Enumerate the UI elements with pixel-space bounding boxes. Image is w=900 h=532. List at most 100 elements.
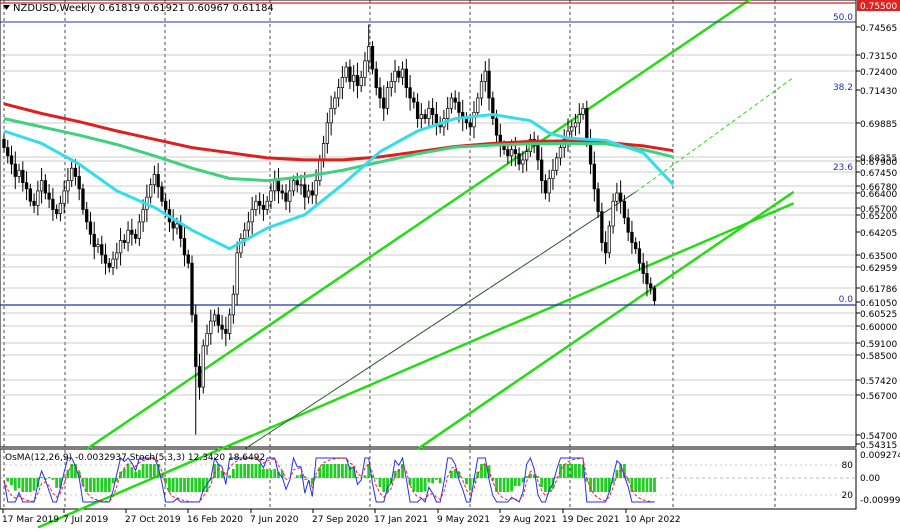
- candle-bull: [96, 244, 100, 248]
- candle-bull: [239, 238, 243, 254]
- indicator-header-text: OsMA(12,26,9) -0.0032937 Stoch(5,3,3) 12…: [5, 453, 265, 463]
- osma-bar: [126, 464, 130, 478]
- time-axis-label: 10 Apr 2022: [625, 515, 681, 525]
- candle-bear: [378, 87, 382, 99]
- symbol-header: NZDUSD,Weekly 0.61819 0.61921 0.60967 0.…: [3, 3, 274, 14]
- candle-bear: [370, 46, 375, 70]
- candle-bull: [547, 178, 551, 194]
- osma-bar: [47, 477, 51, 478]
- candle-bear: [284, 192, 288, 202]
- osma-bar: [243, 464, 247, 478]
- osma-bar: [213, 464, 216, 478]
- osma-bar: [555, 477, 559, 478]
- price-axis: 0.75500 0.74565 0.73150 0.72400 0.71430 0.698…: [856, 0, 900, 451]
- osma-bar: [198, 478, 201, 492]
- candle-bear: [513, 149, 518, 155]
- osma-bar: [645, 478, 649, 492]
- candle-bear: [295, 180, 299, 186]
- candle-bear: [603, 242, 608, 254]
- candle-bear: [487, 70, 491, 99]
- candle-bull: [321, 143, 326, 161]
- candle-bull: [446, 107, 450, 119]
- candle-bull: [367, 46, 371, 62]
- candle-bear: [634, 242, 638, 250]
- osma-bar: [145, 464, 149, 478]
- osma-bar: [77, 471, 81, 478]
- candle-bear: [494, 118, 499, 136]
- osma-bar: [513, 478, 517, 487]
- osma-bar: [544, 478, 547, 492]
- osma-bar: [596, 478, 600, 492]
- candle-bear: [224, 328, 228, 334]
- osma-bar: [156, 464, 160, 478]
- candle-bull: [427, 107, 431, 119]
- candle-bull: [581, 107, 585, 115]
- candle-bear: [32, 200, 36, 206]
- candle-bear: [261, 205, 266, 210]
- candle-bull: [611, 200, 615, 227]
- osma-bar: [348, 466, 352, 478]
- osma-bar: [374, 478, 378, 479]
- price-axis-label: 0.66780: [860, 183, 897, 193]
- osma-bar: [235, 464, 239, 478]
- osma-bar: [262, 469, 265, 478]
- osma-bar: [81, 478, 85, 487]
- candle-bull: [231, 293, 236, 316]
- time-axis-label: 17 Jan 2021: [374, 515, 428, 525]
- osma-bar: [55, 478, 59, 488]
- osma-bar: [119, 471, 122, 478]
- candle-bull: [148, 184, 153, 198]
- indicator-axis-label: 0.0092745: [860, 451, 900, 461]
- osma-bar: [517, 478, 521, 487]
- candle-bear: [100, 244, 104, 256]
- candle-bear: [77, 176, 81, 190]
- candle-bull: [111, 258, 115, 268]
- osma-bar: [6, 478, 10, 482]
- price-axis-label: 0.73150: [860, 52, 897, 62]
- candle-bear: [85, 209, 89, 223]
- indicator-layer: 0.0092745 0.00 -0.0099974 80 20: [0, 451, 900, 506]
- trend-channel-line: [635, 76, 794, 193]
- candle-bear: [47, 192, 51, 200]
- osma-bar: [141, 464, 145, 478]
- price-axis-label: 0.74565: [860, 24, 897, 34]
- osma-bar: [453, 469, 457, 478]
- candle-bull: [472, 112, 476, 128]
- osma-bar: [570, 464, 574, 478]
- candle-bull: [521, 159, 525, 165]
- osma-bar: [89, 478, 92, 492]
- candle-bull: [254, 200, 258, 210]
- osma-bar: [25, 478, 28, 492]
- osma-bar: [314, 476, 318, 478]
- candle-bear: [464, 118, 469, 124]
- candle-bear: [179, 223, 183, 239]
- triangle-down-icon[interactable]: [3, 5, 10, 10]
- osma-bar: [66, 469, 70, 478]
- osma-bar: [401, 464, 404, 478]
- osma-bar: [412, 478, 416, 492]
- candle-bull: [137, 221, 142, 239]
- price-axis-label: 0.60000: [860, 323, 897, 333]
- candle-bear: [506, 149, 510, 157]
- osma-bar: [303, 476, 307, 478]
- candle-bull: [325, 122, 330, 144]
- candle-bull: [419, 114, 424, 119]
- candle-bear: [81, 188, 85, 210]
- candle-bull: [299, 184, 303, 187]
- osma-bar: [589, 478, 592, 492]
- price-axis-label: 0.61786: [860, 285, 897, 295]
- osma-bar: [480, 464, 483, 478]
- osma-bar: [310, 478, 314, 485]
- candle-bull: [273, 180, 277, 192]
- osma-bar: [62, 477, 66, 478]
- candle-bull: [291, 180, 296, 192]
- candle-bear: [216, 314, 220, 326]
- time-axis: 17 Mar 2019 7 Jul 2019 27 Oct 2019 16 Feb 2…: [2, 509, 681, 525]
- osma-bar: [175, 478, 179, 492]
- candle-bear: [24, 182, 29, 190]
- osma-bar: [258, 464, 262, 478]
- osma-bar: [183, 478, 186, 492]
- osma-bar: [344, 464, 348, 478]
